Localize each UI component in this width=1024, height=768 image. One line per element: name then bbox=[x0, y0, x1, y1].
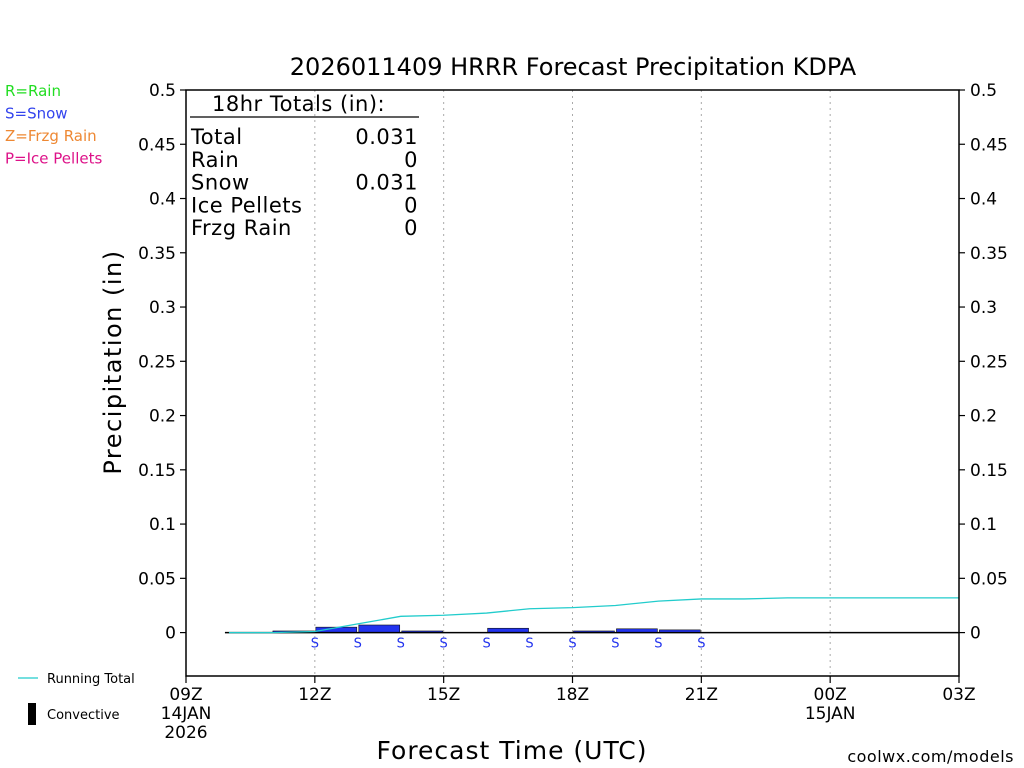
y-tick-label-right: 0.3 bbox=[970, 298, 997, 318]
y-tick-label-left: 0.2 bbox=[149, 407, 176, 427]
totals-row-label: Total bbox=[190, 125, 243, 149]
ptype-legend: R=Rain S=Snow Z=Frzg Rain P=Ice Pellets bbox=[5, 82, 102, 168]
ptype-legend-entry: Z=Frzg Rain bbox=[5, 127, 97, 145]
totals-header: 18hr Totals (in): bbox=[212, 92, 385, 116]
y-tick-label-right: 0.05 bbox=[970, 569, 1008, 589]
credit-text: coolwx.com/models bbox=[847, 747, 1014, 766]
y-axis-right: 0 0.05 0.1 0.15 0.2 0.25 0.3 0.35 0.4 0.45 0.5 bbox=[959, 81, 1008, 644]
y-tick-label-left: 0.45 bbox=[138, 135, 176, 155]
x-tick-label: 15Z bbox=[427, 685, 460, 705]
y-tick-label-left: 0.4 bbox=[149, 190, 176, 210]
y-tick-label-right: 0.35 bbox=[970, 244, 1008, 264]
ptype-marker-snow: S bbox=[311, 637, 319, 652]
totals-row-value: 0.031 bbox=[355, 125, 418, 149]
totals-row-value: 0 bbox=[404, 193, 418, 217]
x-tick-label: 09Z bbox=[169, 685, 202, 705]
running-total-line bbox=[228, 597, 959, 634]
x-tick-label: 14JAN bbox=[161, 704, 212, 724]
y-tick-label-right: 0.15 bbox=[970, 461, 1008, 481]
legend-swatch-convective bbox=[28, 703, 36, 725]
y-tick-label-right: 0 bbox=[970, 624, 981, 644]
ptype-legend-entry: R=Rain bbox=[5, 82, 61, 100]
ptype-legend-entry: S=Snow bbox=[5, 105, 68, 123]
y-tick-label-right: 0.25 bbox=[970, 352, 1008, 372]
line-legend: Running Total Convective bbox=[18, 672, 135, 725]
y-tick-label-left: 0.25 bbox=[138, 352, 176, 372]
y-tick-label-left: 0.1 bbox=[149, 515, 176, 535]
ptype-marker-snow: S bbox=[397, 637, 405, 652]
x-tick-label: 03Z bbox=[942, 685, 975, 705]
line-legend-label: Running Total bbox=[47, 672, 135, 687]
ptype-marker-snow: S bbox=[611, 637, 619, 652]
ptype-legend-entry: P=Ice Pellets bbox=[5, 150, 102, 168]
totals-box: 18hr Totals (in): Total 0.031 Rain 0 Snow 0.0… bbox=[190, 92, 419, 240]
totals-row-value: 0 bbox=[404, 216, 418, 240]
chart-title: 2026011409 HRRR Forecast Precipitation K… bbox=[290, 53, 857, 81]
grid-lines bbox=[314, 90, 831, 676]
y-tick-label-right: 0.5 bbox=[970, 81, 997, 101]
x-tick-label: 12Z bbox=[298, 685, 331, 705]
ptype-marker-snow: S bbox=[354, 637, 362, 652]
y-tick-label-right: 0.1 bbox=[970, 515, 997, 535]
totals-rows: Total 0.031 Rain 0 Snow 0.031 Ice Pellets 0 Frzg… bbox=[190, 125, 418, 240]
totals-row-label: Rain bbox=[191, 148, 239, 172]
y-tick-label-left: 0.05 bbox=[138, 569, 176, 589]
y-tick-label-left: 0.5 bbox=[149, 81, 176, 101]
y-tick-label-left: 0.35 bbox=[138, 244, 176, 264]
x-tick-label: 2026 bbox=[164, 723, 207, 743]
x-tick-label: 21Z bbox=[685, 685, 718, 705]
ptype-marker-snow: S bbox=[697, 637, 705, 652]
y-axis-left: 0 0.05 0.1 0.15 0.2 0.25 0.3 0.35 0.4 0.45 0.5 bbox=[138, 81, 186, 644]
y-axis-label: Precipitation (in) bbox=[99, 249, 127, 474]
ptype-marker-snow: S bbox=[654, 637, 662, 652]
x-tick-label: 18Z bbox=[556, 685, 589, 705]
ptype-marker-snow: S bbox=[525, 637, 533, 652]
totals-row-label: Frzg Rain bbox=[191, 216, 292, 240]
totals-row-label: Snow bbox=[191, 171, 250, 195]
y-tick-label-right: 0.45 bbox=[970, 135, 1008, 155]
line-legend-label: Convective bbox=[47, 708, 120, 723]
totals-row-label: Ice Pellets bbox=[191, 193, 302, 217]
x-axis-label: Forecast Time (UTC) bbox=[377, 736, 648, 765]
y-tick-label-left: 0 bbox=[165, 624, 176, 644]
totals-row-value: 0.031 bbox=[355, 171, 418, 195]
ptype-marker-snow: S bbox=[440, 637, 448, 652]
y-tick-label-right: 0.4 bbox=[970, 190, 997, 210]
ptype-marker-snow: S bbox=[568, 637, 576, 652]
x-tick-label: 00Z bbox=[814, 685, 847, 705]
precip-bars bbox=[272, 624, 701, 633]
ptype-marker-snow: S bbox=[482, 637, 490, 652]
x-tick-label: 15JAN bbox=[805, 704, 856, 724]
y-tick-label-left: 0.15 bbox=[138, 461, 176, 481]
precip-bar-h5 bbox=[358, 624, 401, 633]
totals-row-value: 0 bbox=[404, 148, 418, 172]
y-tick-label-left: 0.3 bbox=[149, 298, 176, 318]
y-tick-label-right: 0.2 bbox=[970, 407, 997, 427]
